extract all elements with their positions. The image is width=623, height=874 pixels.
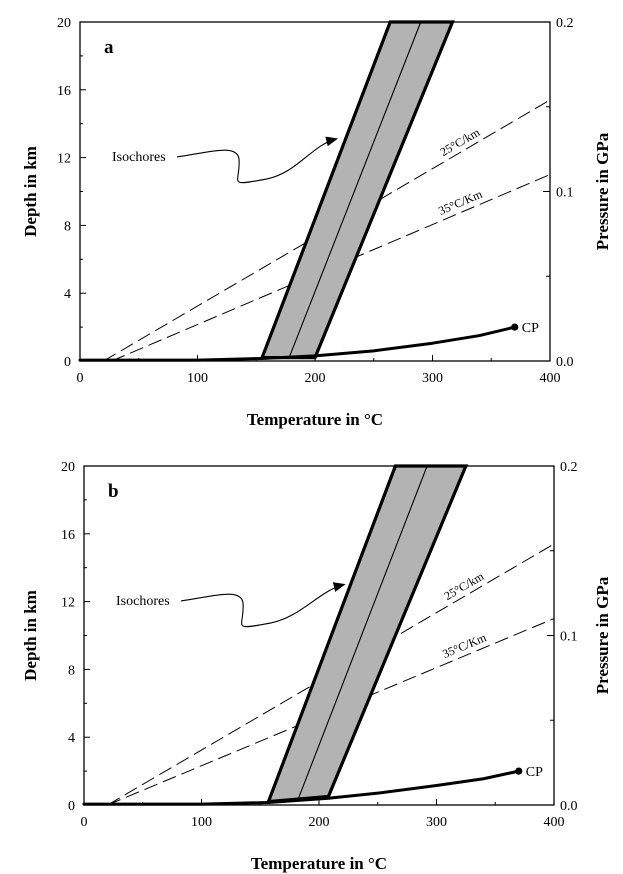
y-tick-label: 4 bbox=[68, 731, 75, 746]
x-tick-label: 300 bbox=[426, 815, 447, 830]
y-tick-label: 8 bbox=[64, 219, 71, 234]
x-tick-label: 400 bbox=[540, 371, 561, 386]
isochore-center-line bbox=[288, 21, 422, 358]
y2-tick-label: 0.2 bbox=[556, 16, 574, 31]
x-tick-label: 0 bbox=[77, 371, 84, 386]
x-axis-title: Temperature in °C bbox=[247, 410, 383, 429]
y-tick-label: 4 bbox=[64, 287, 71, 302]
critical-point-marker bbox=[515, 767, 523, 775]
chart-panel-b: 0 100 200 300 400 0 4 8 12 16 20 0.0 0.1 0.2 Temperatu… bbox=[21, 460, 612, 873]
gradient-label: 25°C/km bbox=[442, 569, 487, 603]
y-axis-title: Depth in km bbox=[21, 146, 40, 237]
y-tick-label: 0 bbox=[68, 799, 75, 814]
x-tick-label: 0 bbox=[81, 815, 88, 830]
critical-point-label: CP bbox=[522, 321, 539, 336]
x-tick-label: 300 bbox=[422, 371, 443, 386]
panel-label: b bbox=[108, 481, 119, 502]
boiling-curve bbox=[78, 325, 517, 362]
y-axis-title: Depth in km bbox=[21, 590, 40, 681]
y-tick-label: 16 bbox=[61, 528, 75, 543]
isochore-band bbox=[259, 20, 455, 360]
boiling-curve bbox=[82, 769, 521, 806]
y2-tick-label: 0.0 bbox=[556, 355, 574, 370]
isochores-arrow bbox=[176, 136, 339, 184]
y2-axis-title: Pressure in GPa bbox=[593, 576, 612, 694]
isochore-band bbox=[266, 464, 469, 804]
x-axis-title: Temperature in °C bbox=[251, 854, 387, 873]
critical-point-marker bbox=[511, 323, 519, 331]
isochores-label: Isochores bbox=[116, 594, 170, 609]
y-tick-label: 20 bbox=[61, 460, 75, 475]
x-tick-label: 200 bbox=[305, 371, 326, 386]
y2-tick-label: 0.2 bbox=[560, 460, 578, 475]
y-tick-label: 16 bbox=[57, 84, 71, 99]
y-tick-label: 20 bbox=[57, 16, 71, 31]
gradient-line bbox=[103, 99, 551, 362]
chart-panel-a: 0 100 200 300 400 0 4 8 12 16 20 0.0 0.1 0.2 Temperatu… bbox=[21, 16, 612, 429]
x-tick-label: 100 bbox=[187, 371, 208, 386]
y2-axis-title: Pressure in GPa bbox=[593, 132, 612, 250]
isochore-center-line bbox=[297, 465, 428, 801]
gradient-line bbox=[107, 543, 555, 806]
y-tick-label: 8 bbox=[68, 663, 75, 678]
y-tick-label: 12 bbox=[57, 152, 71, 167]
y-tick-label: 12 bbox=[61, 596, 75, 611]
isochores-arrow bbox=[180, 582, 346, 628]
gradient-label: 35°C/Km bbox=[436, 187, 485, 218]
y-tick-label: 0 bbox=[64, 355, 71, 370]
x-tick-label: 100 bbox=[191, 815, 212, 830]
y2-tick-label: 0.0 bbox=[560, 799, 578, 814]
y2-tick-label: 0.1 bbox=[560, 630, 578, 645]
gradient-label: 25°C/km bbox=[438, 125, 483, 159]
y2-tick-label: 0.1 bbox=[556, 186, 574, 201]
isochores-label: Isochores bbox=[112, 150, 166, 165]
critical-point-label: CP bbox=[526, 765, 543, 780]
panel-label: a bbox=[104, 37, 114, 58]
x-tick-label: 200 bbox=[309, 815, 330, 830]
x-tick-label: 400 bbox=[544, 815, 565, 830]
